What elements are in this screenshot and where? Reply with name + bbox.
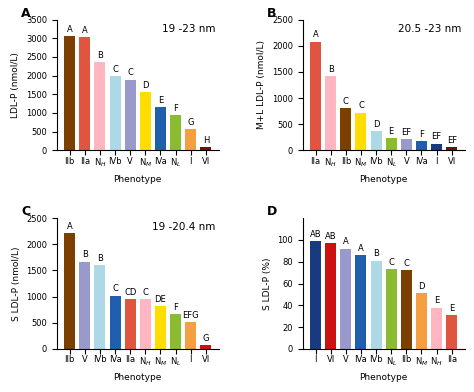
Y-axis label: M+L LDL-P (nmol/L): M+L LDL-P (nmol/L) xyxy=(257,40,266,129)
Text: A: A xyxy=(21,7,31,20)
Bar xyxy=(371,261,382,349)
Bar xyxy=(109,76,120,150)
Text: A: A xyxy=(82,26,88,35)
Bar xyxy=(386,138,397,150)
Text: EFG: EFG xyxy=(182,311,199,320)
Bar xyxy=(310,241,321,349)
Bar xyxy=(140,299,151,349)
Text: A: A xyxy=(67,222,73,231)
Bar xyxy=(64,36,75,150)
Text: C: C xyxy=(21,205,30,218)
Text: F: F xyxy=(173,104,178,113)
Text: A: A xyxy=(313,30,319,39)
Bar xyxy=(340,249,351,349)
Bar xyxy=(201,345,211,349)
Text: D: D xyxy=(373,120,379,129)
Text: B: B xyxy=(82,250,88,259)
Bar xyxy=(94,265,105,349)
Bar xyxy=(64,233,75,349)
Text: E: E xyxy=(449,304,455,313)
Text: C: C xyxy=(112,284,118,293)
X-axis label: Phenotype: Phenotype xyxy=(359,373,408,382)
Bar xyxy=(140,92,151,150)
Text: C: C xyxy=(127,68,133,77)
Bar xyxy=(79,37,90,150)
Text: G: G xyxy=(187,118,194,127)
Text: F: F xyxy=(419,130,424,139)
Text: E: E xyxy=(389,127,394,136)
Text: CD: CD xyxy=(124,288,137,297)
X-axis label: Phenotype: Phenotype xyxy=(114,373,162,382)
Text: C: C xyxy=(343,97,349,106)
Bar xyxy=(185,322,196,349)
Text: DE: DE xyxy=(155,295,166,304)
Text: A: A xyxy=(358,244,364,253)
Text: 19 -20.4 nm: 19 -20.4 nm xyxy=(152,222,215,232)
Bar xyxy=(356,255,366,349)
Bar xyxy=(340,109,351,150)
Text: H: H xyxy=(203,136,209,145)
Text: EF: EF xyxy=(447,136,457,145)
Bar xyxy=(155,107,166,150)
Text: G: G xyxy=(202,334,209,343)
Text: D: D xyxy=(267,205,277,218)
Text: C: C xyxy=(112,65,118,74)
Bar xyxy=(447,315,457,349)
Text: A: A xyxy=(67,25,73,34)
Bar xyxy=(125,80,136,150)
Bar xyxy=(185,129,196,150)
Text: B: B xyxy=(97,51,103,60)
Text: AB: AB xyxy=(325,232,337,241)
X-axis label: Phenotype: Phenotype xyxy=(114,174,162,183)
Bar xyxy=(356,113,366,150)
Text: B: B xyxy=(328,65,334,74)
Bar xyxy=(170,115,181,150)
Bar xyxy=(125,299,136,349)
Y-axis label: LDL-P (nmol/L): LDL-P (nmol/L) xyxy=(11,52,20,118)
Text: C: C xyxy=(142,288,148,297)
Bar xyxy=(170,314,181,349)
Text: 19 -23 nm: 19 -23 nm xyxy=(162,24,215,34)
Bar xyxy=(201,147,211,150)
Text: 20.5 -23 nm: 20.5 -23 nm xyxy=(398,24,461,34)
Bar xyxy=(416,293,427,349)
Text: E: E xyxy=(158,96,163,105)
Text: F: F xyxy=(173,303,178,312)
Bar xyxy=(155,306,166,349)
Text: D: D xyxy=(418,282,425,291)
Bar xyxy=(447,147,457,150)
Text: EF: EF xyxy=(431,132,442,142)
Bar xyxy=(386,269,397,349)
Bar xyxy=(401,270,412,349)
Bar xyxy=(431,307,442,349)
Text: C: C xyxy=(403,259,409,268)
Text: B: B xyxy=(97,254,103,263)
X-axis label: Phenotype: Phenotype xyxy=(359,174,408,183)
Text: C: C xyxy=(388,258,394,267)
Text: AB: AB xyxy=(310,230,321,239)
Y-axis label: S LDL-P (%): S LDL-P (%) xyxy=(263,257,272,310)
Bar xyxy=(325,243,336,349)
Bar xyxy=(401,139,412,150)
Bar xyxy=(310,42,321,150)
Text: C: C xyxy=(358,101,364,110)
Text: B: B xyxy=(373,249,379,258)
Bar xyxy=(94,62,105,150)
Text: D: D xyxy=(142,81,148,90)
Text: A: A xyxy=(343,237,349,246)
Bar xyxy=(109,296,120,349)
Bar xyxy=(371,131,382,150)
Bar xyxy=(416,141,427,150)
Text: B: B xyxy=(267,7,277,20)
Text: EF: EF xyxy=(401,128,411,137)
Bar xyxy=(431,144,442,150)
Bar xyxy=(325,76,336,150)
Text: E: E xyxy=(434,296,439,305)
Bar xyxy=(79,261,90,349)
Y-axis label: S LDL-P (nmol/L): S LDL-P (nmol/L) xyxy=(11,246,20,321)
